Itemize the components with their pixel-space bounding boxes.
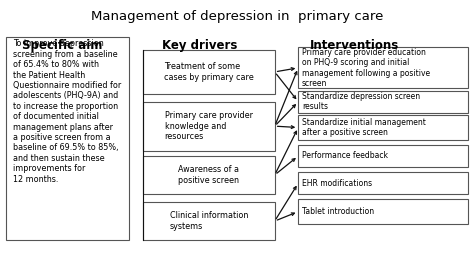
Text: Awareness of a
positive screen: Awareness of a positive screen	[178, 165, 239, 185]
FancyBboxPatch shape	[143, 156, 275, 194]
Text: Key drivers: Key drivers	[162, 39, 237, 52]
Text: Clinical information
systems: Clinical information systems	[170, 211, 248, 231]
FancyBboxPatch shape	[298, 91, 468, 113]
FancyBboxPatch shape	[298, 47, 468, 88]
Text: To improve depression
screening from a baseline
of 65.4% to 80% with
the Patient: To improve depression screening from a b…	[13, 39, 121, 184]
Text: Standardize initial management
after a positive screen: Standardize initial management after a p…	[302, 118, 426, 137]
Text: EHR modifications: EHR modifications	[302, 179, 372, 188]
FancyBboxPatch shape	[298, 199, 468, 224]
Text: Primary care provider education
on PHQ-9 scoring and initial
management followin: Primary care provider education on PHQ-9…	[302, 48, 430, 88]
Text: Standardize depression screen
results: Standardize depression screen results	[302, 92, 420, 112]
FancyBboxPatch shape	[143, 50, 275, 94]
FancyBboxPatch shape	[143, 202, 275, 240]
Text: Interventions: Interventions	[310, 39, 400, 52]
FancyBboxPatch shape	[298, 145, 468, 167]
FancyBboxPatch shape	[143, 102, 275, 150]
Text: Treatment of some
cases by primary care: Treatment of some cases by primary care	[164, 62, 254, 82]
FancyBboxPatch shape	[298, 115, 468, 140]
Text: Specific aim: Specific aim	[22, 39, 103, 52]
Text: Primary care provider
knowledge and
resources: Primary care provider knowledge and reso…	[165, 111, 253, 141]
Text: Tablet introduction: Tablet introduction	[302, 207, 374, 216]
Text: Management of depression in  primary care: Management of depression in primary care	[91, 10, 383, 22]
Text: Performance feedback: Performance feedback	[302, 152, 388, 161]
FancyBboxPatch shape	[298, 172, 468, 194]
FancyBboxPatch shape	[6, 37, 128, 240]
